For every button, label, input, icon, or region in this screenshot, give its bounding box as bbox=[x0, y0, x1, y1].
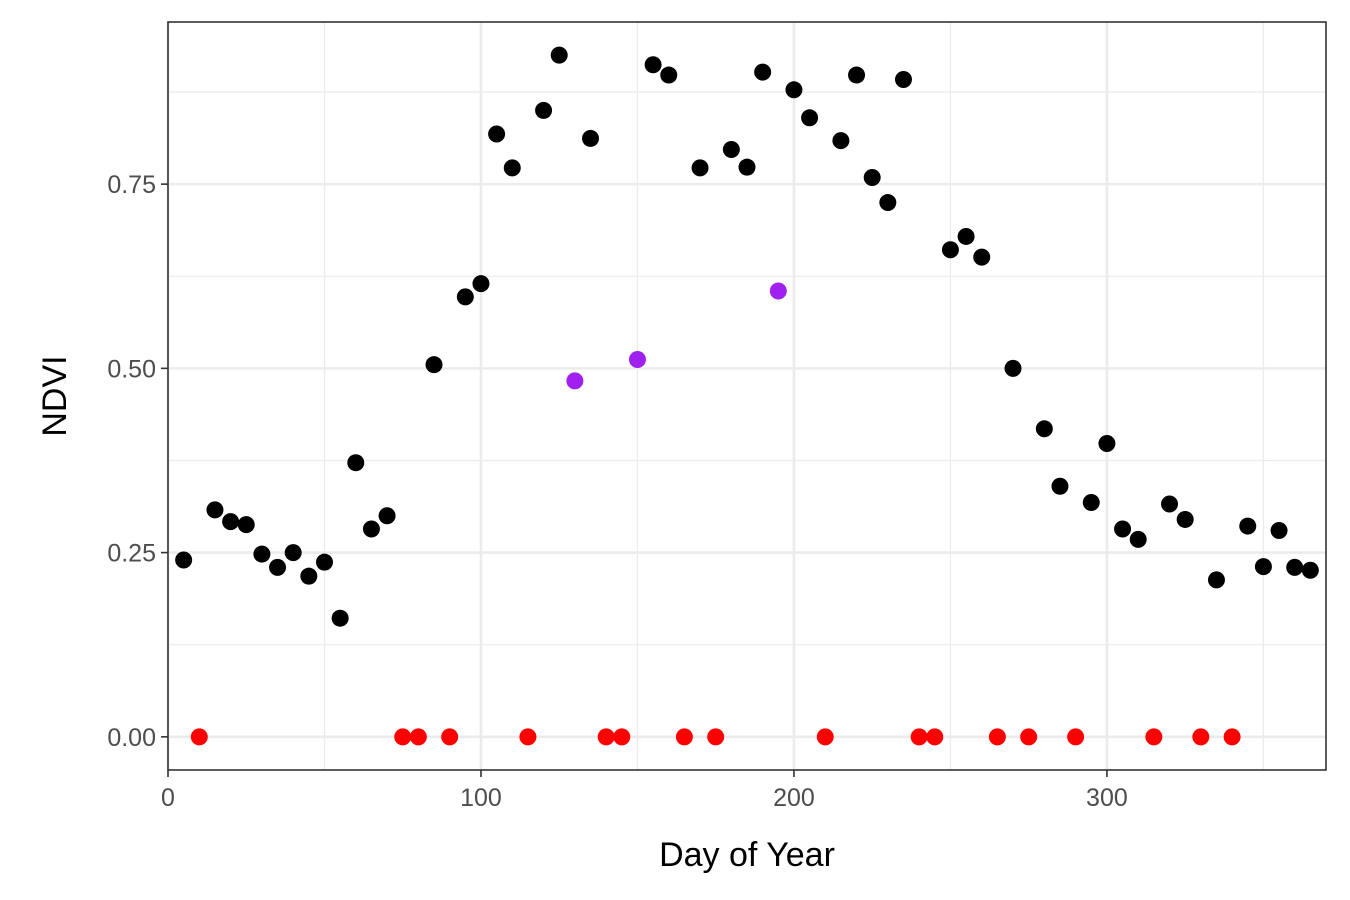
data-point bbox=[1114, 520, 1132, 538]
y-axis: 0.00 0.25 0.50 0.75 bbox=[107, 171, 168, 752]
data-point bbox=[1035, 420, 1053, 438]
data-point bbox=[707, 728, 725, 746]
data-point bbox=[1176, 510, 1194, 528]
data-point bbox=[519, 728, 537, 746]
y-tick-label: 0.00 bbox=[107, 724, 156, 752]
x-tick-label: 0 bbox=[161, 784, 175, 812]
y-tick-label: 0.25 bbox=[107, 540, 156, 568]
panel-border bbox=[167, 21, 1327, 771]
data-point bbox=[1301, 561, 1319, 579]
data-point bbox=[801, 109, 819, 127]
data-point bbox=[253, 545, 271, 563]
data-point bbox=[1145, 728, 1163, 746]
data-point bbox=[1254, 558, 1272, 576]
data-point bbox=[675, 728, 693, 746]
data-point bbox=[409, 728, 427, 746]
data-point bbox=[190, 728, 208, 746]
data-point bbox=[315, 553, 333, 571]
minor-grid bbox=[168, 22, 1326, 770]
data-point bbox=[300, 567, 318, 585]
data-point bbox=[1020, 728, 1038, 746]
data-point bbox=[237, 516, 255, 534]
data-point bbox=[660, 66, 678, 84]
data-point bbox=[691, 159, 709, 177]
data-point bbox=[503, 159, 521, 177]
data-point bbox=[394, 728, 412, 746]
data-point bbox=[738, 158, 756, 176]
data-point bbox=[754, 63, 772, 81]
data-point bbox=[535, 101, 553, 119]
data-point bbox=[284, 544, 302, 562]
data-point bbox=[472, 275, 490, 293]
data-point bbox=[894, 70, 912, 88]
data-point bbox=[941, 241, 959, 259]
data-point bbox=[1270, 521, 1288, 539]
data-point bbox=[331, 609, 349, 627]
data-point bbox=[175, 551, 193, 569]
panel-background bbox=[168, 22, 1326, 770]
x-axis: 0 100 200 300 bbox=[161, 770, 1128, 812]
data-point bbox=[222, 513, 240, 531]
data-point bbox=[1067, 728, 1085, 746]
data-point bbox=[832, 132, 850, 150]
data-point bbox=[722, 140, 740, 158]
data-point bbox=[957, 227, 975, 245]
data-point bbox=[425, 356, 443, 374]
data-point bbox=[785, 81, 803, 99]
data-points bbox=[175, 46, 1319, 746]
x-tick-label: 200 bbox=[773, 784, 815, 812]
data-point bbox=[910, 728, 928, 746]
data-point bbox=[1286, 558, 1304, 576]
data-point bbox=[973, 248, 991, 266]
x-tick-label: 300 bbox=[1086, 784, 1128, 812]
data-point bbox=[347, 454, 365, 472]
data-point bbox=[879, 194, 897, 212]
data-point bbox=[988, 728, 1006, 746]
data-point bbox=[488, 125, 506, 143]
data-point bbox=[1207, 571, 1225, 589]
data-point bbox=[597, 728, 615, 746]
plot-panel bbox=[166, 21, 1327, 771]
data-point bbox=[566, 372, 584, 390]
data-point bbox=[769, 282, 787, 300]
data-point bbox=[613, 728, 631, 746]
data-point bbox=[206, 501, 224, 519]
data-point bbox=[456, 288, 474, 306]
data-point bbox=[1098, 435, 1116, 453]
data-point bbox=[848, 66, 866, 84]
data-point bbox=[362, 520, 380, 538]
y-tick-label: 0.75 bbox=[107, 171, 156, 199]
x-tick-label: 100 bbox=[460, 784, 502, 812]
y-axis-title: NDVI bbox=[36, 355, 74, 436]
data-point bbox=[1192, 728, 1210, 746]
data-point bbox=[628, 351, 646, 369]
data-point bbox=[1082, 493, 1100, 511]
data-point bbox=[863, 168, 881, 186]
data-point bbox=[1004, 359, 1022, 377]
data-point bbox=[269, 558, 287, 576]
data-point bbox=[378, 507, 396, 525]
data-point bbox=[816, 728, 834, 746]
data-point bbox=[1129, 530, 1147, 548]
data-point bbox=[1161, 495, 1179, 513]
data-point bbox=[550, 46, 568, 64]
data-point bbox=[1051, 477, 1069, 495]
data-point bbox=[644, 56, 662, 74]
data-point bbox=[1223, 728, 1241, 746]
data-point bbox=[926, 728, 944, 746]
data-point bbox=[1239, 517, 1257, 535]
data-point bbox=[441, 728, 459, 746]
data-point bbox=[582, 129, 600, 147]
y-tick-label: 0.50 bbox=[107, 355, 156, 383]
x-axis-title: Day of Year bbox=[659, 836, 835, 874]
